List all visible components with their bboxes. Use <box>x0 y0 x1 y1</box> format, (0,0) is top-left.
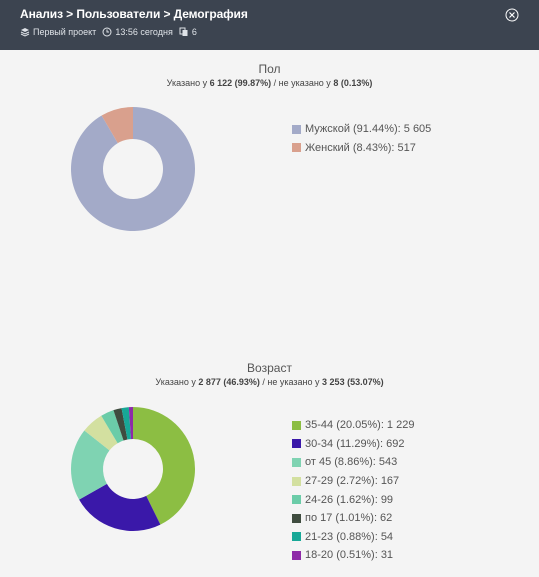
donut-slice[interactable] <box>101 107 133 144</box>
close-icon[interactable] <box>505 8 519 22</box>
legend-label: 18-20 (0.51%): 31 <box>305 549 394 562</box>
gender-title: Пол <box>258 62 281 76</box>
project-meta: Первый проект <box>20 27 96 37</box>
legend-item[interactable]: 35-44 (20.05%): 1 229 <box>292 416 414 435</box>
header-meta: Первый проект 13:56 сегодня 6 <box>20 27 203 37</box>
donut-slice[interactable] <box>121 407 131 440</box>
legend-swatch <box>292 457 301 467</box>
legend-swatch <box>292 476 301 486</box>
legend-item[interactable]: 18-20 (0.51%): 31 <box>292 546 414 565</box>
legend-swatch <box>292 495 301 505</box>
legend-item[interactable]: 21-23 (0.88%): 54 <box>292 528 414 547</box>
donut-slice[interactable] <box>128 407 133 440</box>
legend-label: Женский (8.43%): 517 <box>305 141 416 154</box>
donut-slice[interactable] <box>113 408 128 441</box>
header-bar: Анализ > Пользователи > Демография Первы… <box>0 0 539 50</box>
donut-slice[interactable] <box>101 410 124 444</box>
age-title: Возраст <box>247 361 292 375</box>
age-subtitle: Указано у 2 877 (46.93%) / не указано у … <box>155 377 384 387</box>
legend-item[interactable]: 27-29 (2.72%): 167 <box>292 472 414 491</box>
legend-label: 21-23 (0.88%): 54 <box>305 530 394 543</box>
gender-legend: Мужской (91.44%): 5 605 Женский (8.43%): … <box>292 120 431 157</box>
legend-label: 27-29 (2.72%): 167 <box>305 475 400 488</box>
legend-swatch <box>292 532 301 542</box>
legend-swatch <box>292 550 301 560</box>
legend-swatch <box>292 439 301 449</box>
breadcrumb: Анализ > Пользователи > Демография <box>20 7 248 21</box>
legend-label: от 45 (8.86%): 543 <box>305 456 398 469</box>
age-donut-chart <box>71 407 195 531</box>
legend-swatch <box>292 513 301 523</box>
legend-item[interactable]: Женский (8.43%): 517 <box>292 139 431 158</box>
legend-label: по 17 (1.01%): 62 <box>305 512 393 525</box>
legend-swatch <box>292 143 301 153</box>
legend-label: 35-44 (20.05%): 1 229 <box>305 419 415 432</box>
donut-slice[interactable] <box>79 483 161 531</box>
legend-item[interactable]: по 17 (1.01%): 62 <box>292 509 414 528</box>
content-area: Пол Указано у 6 122 (99.87%) / не указан… <box>0 50 539 577</box>
legend-label: 24-26 (1.62%): 99 <box>305 493 394 506</box>
donut-slice[interactable] <box>84 415 118 451</box>
gender-donut-chart <box>71 107 195 231</box>
layers-icon <box>20 28 30 37</box>
donut-slice[interactable] <box>133 407 195 525</box>
time-text: 13:56 сегодня <box>115 27 173 37</box>
legend-item[interactable]: Мужской (91.44%): 5 605 <box>292 120 431 139</box>
copy-icon <box>179 27 188 36</box>
donut-slice[interactable] <box>71 107 195 231</box>
legend-item[interactable]: 30-34 (11.29%): 692 <box>292 435 414 454</box>
legend-label: Мужской (91.44%): 5 605 <box>305 123 432 136</box>
age-legend: 35-44 (20.05%): 1 229 30-34 (11.29%): 692… <box>292 416 414 565</box>
legend-label: 30-34 (11.29%): 692 <box>305 437 405 450</box>
legend-item[interactable]: 24-26 (1.62%): 99 <box>292 490 414 509</box>
legend-item[interactable]: от 45 (8.86%): 543 <box>292 453 414 472</box>
project-name: Первый проект <box>33 27 97 37</box>
legend-swatch <box>292 124 301 134</box>
gender-subtitle: Указано у 6 122 (99.87%) / не указано у … <box>166 78 373 88</box>
count-text: 6 <box>191 27 197 37</box>
legend-swatch <box>292 420 301 430</box>
clock-icon <box>102 27 112 37</box>
time-meta: 13:56 сегодня <box>102 27 173 37</box>
donut-slice[interactable] <box>71 430 110 500</box>
count-meta: 6 <box>179 27 197 37</box>
